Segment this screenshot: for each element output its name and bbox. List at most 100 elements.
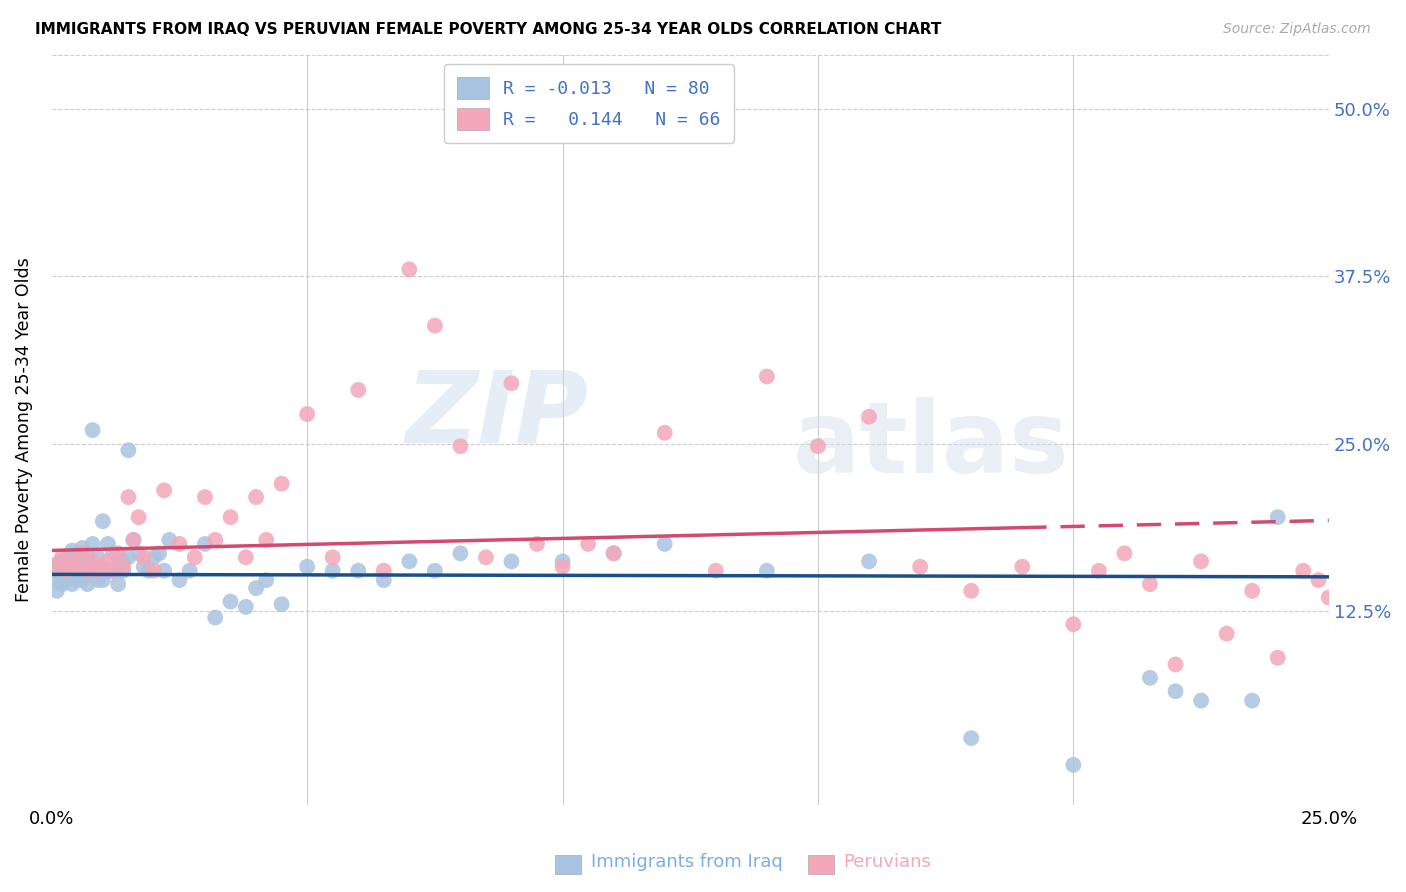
Point [1241, 583, 1264, 598]
Point [60, 577, 83, 591]
Point [142, 550, 165, 565]
Point [107, 559, 129, 574]
Point [169, 573, 191, 587]
Point [87, 550, 110, 565]
Point [1062, 758, 1084, 772]
Point [398, 554, 420, 568]
Point [56, 573, 79, 587]
Point [117, 443, 139, 458]
Point [1189, 554, 1212, 568]
Point [1164, 657, 1187, 672]
Point [423, 564, 446, 578]
Point [56, 554, 79, 568]
Point [56, 559, 79, 574]
Text: Source: ZipAtlas.com: Source: ZipAtlas.com [1223, 22, 1371, 37]
Point [51, 550, 73, 565]
Point [1189, 693, 1212, 707]
Point [101, 564, 124, 578]
Point [112, 564, 135, 578]
Point [97, 537, 120, 551]
Point [1215, 626, 1237, 640]
Point [56, 564, 79, 578]
Point [423, 318, 446, 333]
Point [755, 369, 778, 384]
Point [1267, 510, 1289, 524]
Point [132, 559, 155, 574]
Point [1139, 671, 1161, 685]
Point [295, 407, 318, 421]
Point [45, 559, 67, 574]
Point [204, 610, 226, 624]
Point [101, 546, 124, 560]
Point [157, 533, 180, 547]
Point [117, 550, 139, 565]
Point [1358, 657, 1381, 672]
Point [66, 573, 89, 587]
Point [128, 546, 150, 560]
Point [66, 559, 89, 574]
Point [122, 533, 145, 547]
Point [82, 423, 104, 437]
Point [373, 573, 395, 587]
Point [245, 581, 267, 595]
Point [1317, 591, 1340, 605]
Point [270, 476, 292, 491]
Point [76, 577, 98, 591]
Point [138, 564, 160, 578]
Point [1292, 564, 1315, 578]
Point [295, 559, 318, 574]
Point [91, 559, 114, 574]
Point [101, 564, 124, 578]
Point [97, 554, 120, 568]
Point [107, 577, 129, 591]
Point [526, 537, 548, 551]
Point [60, 554, 83, 568]
Legend: R = -0.013   N = 80, R =   0.144   N = 66: R = -0.013 N = 80, R = 0.144 N = 66 [444, 64, 734, 143]
Point [153, 483, 176, 498]
Point [501, 554, 523, 568]
Point [704, 564, 727, 578]
Point [551, 554, 574, 568]
Point [347, 383, 370, 397]
Point [169, 537, 191, 551]
Point [148, 546, 170, 560]
Text: Peruvians: Peruvians [844, 853, 932, 871]
Point [204, 533, 226, 547]
Point [254, 533, 277, 547]
Point [398, 262, 420, 277]
Text: Immigrants from Iraq: Immigrants from Iraq [591, 853, 782, 871]
Point [270, 597, 292, 611]
Point [1088, 564, 1111, 578]
Point [245, 490, 267, 504]
Point [1308, 573, 1330, 587]
Point [449, 546, 471, 560]
Point [755, 564, 778, 578]
Point [66, 564, 89, 578]
Point [184, 550, 207, 565]
Point [179, 564, 201, 578]
Y-axis label: Female Poverty Among 25-34 Year Olds: Female Poverty Among 25-34 Year Olds [15, 258, 32, 602]
Point [51, 554, 73, 568]
Point [142, 564, 165, 578]
Point [82, 537, 104, 551]
Point [60, 564, 83, 578]
Point [122, 533, 145, 547]
Point [87, 564, 110, 578]
Point [51, 559, 73, 574]
Point [91, 514, 114, 528]
Point [76, 564, 98, 578]
Point [132, 550, 155, 565]
Point [56, 550, 79, 565]
Point [551, 559, 574, 574]
Point [1267, 650, 1289, 665]
Point [87, 573, 110, 587]
Point [194, 490, 217, 504]
Point [602, 546, 624, 560]
Text: ZIP: ZIP [405, 367, 588, 464]
Point [1164, 684, 1187, 698]
Point [807, 439, 830, 453]
Point [72, 541, 94, 555]
Point [235, 599, 257, 614]
Point [72, 573, 94, 587]
Point [449, 439, 471, 453]
